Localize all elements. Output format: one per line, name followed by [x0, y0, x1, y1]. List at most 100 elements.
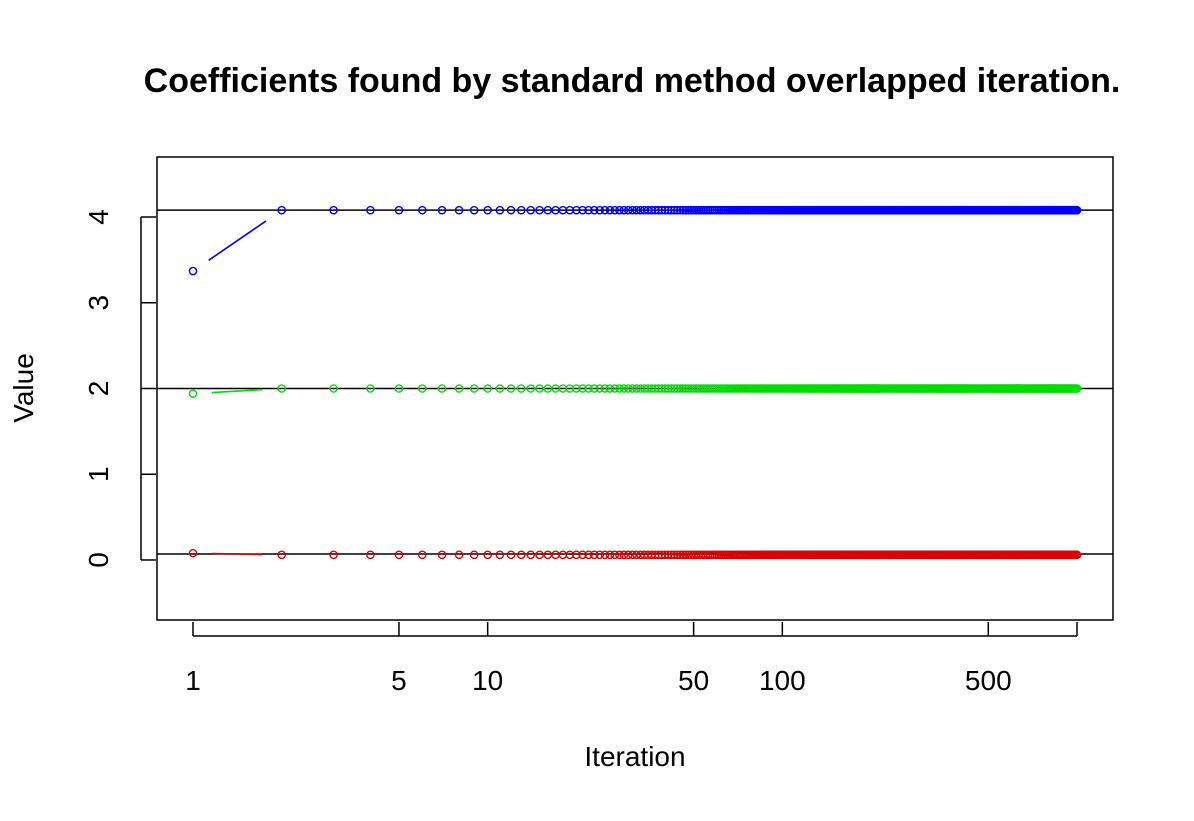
data-point — [589, 205, 599, 215]
data-point — [595, 205, 605, 215]
data-point — [516, 550, 526, 560]
data-point — [672, 550, 682, 560]
data-point — [605, 205, 615, 215]
data-point — [1072, 205, 1082, 215]
data-point — [619, 550, 629, 560]
y-tick-label: 0 — [83, 552, 114, 568]
data-point — [670, 550, 679, 560]
data-point — [657, 384, 667, 393]
data-point — [623, 205, 633, 215]
data-point — [495, 550, 505, 560]
series-segment — [211, 552, 263, 556]
data-point — [454, 384, 464, 393]
data-point — [675, 550, 685, 560]
series-segment — [208, 220, 267, 261]
data-point — [619, 384, 629, 393]
data-point — [660, 384, 670, 393]
data-point — [329, 205, 338, 215]
data-point — [678, 205, 688, 215]
data-point — [663, 550, 673, 560]
y-tick-label: 1 — [83, 466, 114, 482]
data-point — [1072, 384, 1082, 393]
data-point — [584, 205, 593, 215]
x-axis-label: Iteration — [584, 741, 685, 772]
data-point — [589, 384, 599, 393]
data-point — [417, 384, 427, 393]
data-point — [526, 205, 536, 215]
data-point — [572, 384, 581, 393]
data-point — [329, 550, 338, 560]
data-point — [600, 384, 610, 393]
data-point — [672, 384, 682, 393]
data-point — [657, 550, 667, 560]
data-point — [558, 550, 568, 560]
data-point — [623, 384, 633, 393]
x-tick-label: 500 — [965, 665, 1012, 696]
data-point — [454, 550, 464, 560]
data-point — [578, 550, 587, 560]
data-point — [526, 550, 536, 560]
data-point — [681, 550, 691, 560]
data-point — [483, 205, 492, 215]
data-point — [681, 384, 691, 393]
data-point — [584, 384, 593, 393]
data-point — [188, 266, 198, 276]
data-point — [678, 384, 688, 393]
data-point — [495, 384, 505, 393]
data-point — [615, 550, 624, 560]
data-point — [605, 550, 615, 560]
data-point — [417, 550, 427, 560]
data-point — [483, 384, 492, 393]
data-point — [516, 384, 526, 393]
data-point — [188, 548, 198, 558]
data-point — [437, 205, 447, 215]
data-point — [506, 205, 516, 215]
data-point — [623, 550, 633, 560]
series-segment — [211, 388, 263, 394]
x-tick-label: 10 — [472, 665, 503, 696]
data-point — [394, 384, 404, 393]
data-point — [535, 550, 544, 560]
data-point — [495, 205, 505, 215]
data-point — [535, 384, 544, 393]
data-point — [329, 384, 338, 393]
data-point — [578, 205, 587, 215]
data-point — [610, 384, 620, 393]
x-tick-label: 50 — [678, 665, 709, 696]
data-point — [483, 550, 492, 560]
data-point — [610, 550, 620, 560]
data-point — [551, 550, 560, 560]
data-point — [619, 205, 629, 215]
data-point — [572, 205, 581, 215]
data-point — [678, 550, 688, 560]
data-point — [366, 550, 375, 560]
data-point — [506, 550, 516, 560]
data-point — [366, 384, 375, 393]
y-axis-label: Value — [8, 353, 39, 423]
data-point — [663, 205, 673, 215]
data-point — [516, 205, 526, 215]
y-tick-label: 3 — [83, 295, 114, 311]
data-point — [1072, 550, 1082, 560]
data-point — [667, 550, 676, 560]
data-point — [615, 205, 624, 215]
data-point — [394, 205, 404, 215]
data-point — [589, 550, 599, 560]
data-point — [672, 205, 682, 215]
data-point — [277, 384, 287, 393]
data-point — [670, 205, 679, 215]
data-point — [543, 550, 553, 560]
data-point — [437, 384, 447, 393]
data-point — [681, 205, 691, 215]
data-point — [657, 205, 667, 215]
data-point — [578, 384, 587, 393]
x-tick-label: 5 — [391, 665, 407, 696]
data-point — [600, 550, 610, 560]
data-point — [660, 205, 670, 215]
data-point — [469, 384, 479, 393]
x-tick-label: 100 — [759, 665, 806, 696]
data-point — [667, 205, 676, 215]
data-point — [615, 384, 624, 393]
data-point — [595, 384, 605, 393]
